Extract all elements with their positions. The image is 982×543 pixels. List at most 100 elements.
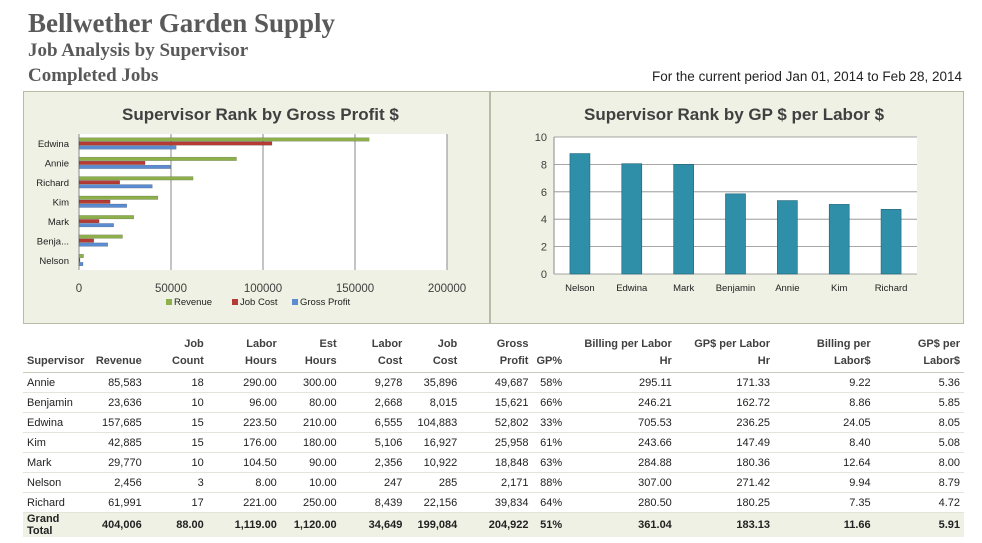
y-category-label: Annie — [45, 159, 69, 170]
table-row: Richard 61,991 17 221.00 250.00 8,439 22,156 39… — [23, 492, 964, 513]
x-tick-label: 0 — [76, 283, 82, 295]
x-category-label: Edwina — [616, 283, 648, 294]
column-header: Billing per Labor Hr — [566, 334, 676, 373]
table-cell: 96.00 — [207, 392, 281, 413]
table-cell: 18,848 — [461, 452, 533, 473]
bar-revenue — [78, 254, 84, 258]
bar-revenue — [78, 234, 123, 239]
table-cell: 90.00 — [280, 452, 341, 473]
table-cell: 12.64 — [774, 452, 875, 473]
table-cell: 404,006 — [91, 512, 146, 537]
column-header: Job Count — [145, 334, 208, 373]
table-row: Kim 42,885 15 176.00 180.00 5,106 16,927 25,958… — [23, 432, 964, 453]
table-cell: 2,356 — [340, 452, 407, 473]
y-tick-label: 6 — [541, 187, 547, 199]
table-cell: 8.05 — [874, 412, 964, 433]
table-cell: 180.25 — [675, 492, 775, 513]
table-cell: Mark — [23, 452, 92, 473]
table-row: Nelson 2,456 3 8.00 10.00 247 285 2,171 88% 307.0… — [23, 472, 964, 493]
table-cell: 204,922 — [461, 512, 533, 537]
table-cell: 307.00 — [566, 472, 676, 493]
table-cell: 210.00 — [280, 412, 341, 433]
report-subtitle: Completed Jobs — [28, 65, 159, 86]
table-cell: 176.00 — [207, 432, 281, 453]
table-cell: 104,883 — [406, 412, 462, 433]
bar-revenue — [78, 195, 159, 200]
x-category-label: Nelson — [565, 283, 595, 294]
table-cell: 61% — [532, 432, 567, 453]
column-header: Labor Hours — [207, 334, 281, 373]
table-cell: 162.72 — [675, 392, 775, 413]
y-category-label: Edwina — [38, 139, 70, 150]
table-cell: 280.50 — [566, 492, 676, 513]
bar-gp-per-labor — [828, 204, 850, 275]
bar-gp-per-labor — [673, 164, 694, 275]
chart-gross-profit-title: Supervisor Rank by Gross Profit $ — [122, 105, 399, 124]
table-cell: 88.00 — [145, 512, 208, 537]
table-cell: 1,120.00 — [280, 512, 341, 537]
table-cell: 15 — [145, 412, 208, 433]
table-row: Mark 29,770 10 104.50 90.00 2,356 10,922 18,848… — [23, 452, 964, 473]
table-cell: 51% — [532, 512, 567, 537]
legend-swatch-revenue — [166, 299, 172, 305]
y-category-label: Mark — [48, 217, 69, 228]
x-category-label: Benjamin — [716, 283, 756, 294]
table-cell: Benjamin — [23, 392, 92, 413]
bar-gross-profit — [78, 145, 177, 150]
bar-gp-per-labor — [777, 200, 798, 275]
table-cell: 221.00 — [207, 492, 281, 513]
column-header: Gross Profit — [461, 334, 533, 373]
table-cell: 29,770 — [91, 452, 146, 473]
table-row: Benjamin 23,636 10 96.00 80.00 2,668 8,015 15,6… — [23, 392, 964, 413]
table-cell: 63% — [532, 452, 567, 473]
table-cell: 6,555 — [340, 412, 407, 433]
table-cell: 88% — [532, 472, 567, 493]
table-cell: 15,621 — [461, 392, 533, 413]
x-tick-label: 200000 — [428, 283, 466, 295]
y-category-label: Nelson — [39, 256, 69, 267]
table-cell: 180.00 — [280, 432, 341, 453]
table-cell: 8,439 — [340, 492, 407, 513]
table-cell: 247 — [340, 472, 407, 493]
table-cell: 1,119.00 — [207, 512, 281, 537]
chart-gp-per-labor-title: Supervisor Rank by GP $ per Labor $ — [584, 105, 885, 124]
bar-job-cost — [78, 180, 120, 185]
table-cell: 250.00 — [280, 492, 341, 513]
bar-job-cost — [78, 258, 81, 262]
bar-gross-profit — [78, 164, 171, 169]
bar-gp-per-labor — [621, 163, 643, 275]
table-cell: 8.00 — [874, 452, 964, 473]
table-cell: 243.66 — [566, 432, 676, 453]
bar-gross-profit — [78, 242, 108, 247]
table-cell: 9,278 — [340, 372, 407, 393]
legend-swatch-gross-profit — [292, 299, 298, 305]
bar-job-cost — [78, 199, 111, 204]
report-title: Job Analysis by Supervisor — [28, 40, 249, 61]
table-cell: 8.86 — [774, 392, 875, 413]
bar-gp-per-labor — [880, 209, 902, 275]
table-row: Annie 85,583 18 290.00 300.00 9,278 35,896 49,6… — [23, 372, 964, 393]
table-cell: 9.22 — [774, 372, 875, 393]
table-cell: 15 — [145, 432, 208, 453]
table-cell: 8.79 — [874, 472, 964, 493]
table-cell: 147.49 — [675, 432, 775, 453]
y-tick-label: 0 — [541, 269, 547, 281]
x-tick-label: 100000 — [244, 283, 282, 295]
y-category-label: Benja... — [37, 236, 69, 247]
bar-job-cost — [78, 238, 94, 243]
bar-gross-profit — [78, 184, 153, 189]
table-cell: 39,834 — [461, 492, 533, 513]
table-cell: 4.72 — [874, 492, 964, 513]
x-category-label: Mark — [673, 283, 694, 294]
table-cell: 11.66 — [774, 512, 875, 537]
report-period: For the current period Jan 01, 2014 to F… — [652, 69, 962, 84]
table-cell: 10.00 — [280, 472, 341, 493]
table-cell: 34,649 — [340, 512, 407, 537]
y-tick-label: 2 — [541, 242, 547, 254]
y-tick-label: 10 — [535, 132, 547, 144]
table-cell: 7.35 — [774, 492, 875, 513]
table-cell: 24.05 — [774, 412, 875, 433]
table-cell: 8,015 — [406, 392, 462, 413]
panel-divider — [489, 92, 491, 323]
bar-job-cost — [78, 141, 273, 146]
